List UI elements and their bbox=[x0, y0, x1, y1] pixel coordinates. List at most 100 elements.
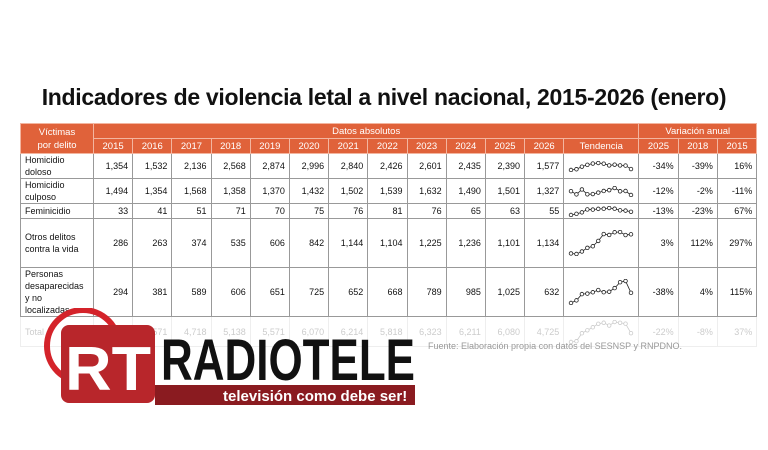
trend-point bbox=[579, 291, 585, 297]
trend-point bbox=[623, 162, 629, 168]
table-row: Homicidio culposo 1,494 1,354 1,568 1,358 1,3… bbox=[20, 178, 758, 204]
trend-point bbox=[623, 207, 629, 213]
trend-point bbox=[596, 206, 601, 211]
variation-cell: 67% bbox=[716, 203, 758, 219]
variation-header: Variación anual bbox=[638, 123, 758, 139]
value-cell: 1,532 bbox=[132, 153, 173, 179]
year-header: 2016 bbox=[132, 138, 173, 154]
value-cell: 2,435 bbox=[445, 153, 486, 179]
value-cell: 51 bbox=[171, 203, 212, 219]
trend-point bbox=[623, 188, 629, 193]
year-header: 2025 bbox=[484, 138, 526, 154]
row-label: Otros delitos contra la vida bbox=[20, 218, 94, 268]
variation-cell: -23% bbox=[677, 203, 718, 219]
trend-point bbox=[612, 206, 618, 211]
trend-point bbox=[618, 320, 623, 325]
variation-cell: 112% bbox=[677, 218, 718, 268]
trend-point bbox=[618, 280, 623, 285]
value-cell: 2,426 bbox=[367, 153, 408, 179]
value-cell: 2,840 bbox=[328, 153, 369, 179]
value-cell: 65 bbox=[445, 203, 486, 219]
value-cell: 33 bbox=[92, 203, 134, 219]
value-cell: 652 bbox=[328, 267, 369, 317]
value-cell: 2,996 bbox=[288, 153, 330, 179]
logo-brand: RADIOTELE bbox=[161, 328, 415, 393]
trend-point bbox=[623, 232, 629, 238]
trend-sparkline bbox=[563, 203, 640, 219]
trend-point bbox=[601, 290, 607, 295]
value-cell: 374 bbox=[171, 218, 212, 268]
trend-point bbox=[574, 338, 579, 343]
trend-point bbox=[569, 212, 574, 217]
value-cell: 1,327 bbox=[524, 178, 565, 204]
value-cell: 5,818 bbox=[367, 316, 408, 347]
trend-point bbox=[569, 188, 574, 193]
trend-point bbox=[618, 162, 623, 168]
value-cell: 1,134 bbox=[524, 218, 565, 268]
variation-cell: 4% bbox=[677, 267, 718, 317]
year-header: 2015 bbox=[92, 138, 134, 154]
year-header: 2023 bbox=[406, 138, 447, 154]
trend-point bbox=[601, 188, 607, 193]
source-note: Fuente: Elaboración propia con datos del… bbox=[428, 341, 682, 351]
trend-point bbox=[612, 230, 618, 235]
trend-point bbox=[618, 188, 623, 193]
variation-cell: 297% bbox=[716, 218, 758, 268]
trend-point bbox=[629, 192, 634, 197]
violence-indicators-table: Víctimas por delito Datos absolutos Vari… bbox=[20, 123, 758, 347]
value-cell: 606 bbox=[210, 267, 251, 317]
value-cell: 1,225 bbox=[406, 218, 447, 268]
logo-initials: RT bbox=[65, 335, 151, 404]
trend-point bbox=[585, 291, 590, 296]
year-header: 2019 bbox=[249, 138, 290, 154]
value-cell: 1,502 bbox=[328, 178, 369, 204]
value-cell: 6,211 bbox=[445, 316, 486, 347]
trend-point bbox=[574, 298, 579, 303]
value-cell: 1,236 bbox=[445, 218, 486, 268]
trend-point bbox=[585, 206, 590, 212]
year-header: 2022 bbox=[367, 138, 408, 154]
value-cell: 75 bbox=[288, 203, 330, 219]
year-header: 2024 bbox=[445, 138, 486, 154]
variation-cell: -34% bbox=[638, 153, 679, 179]
value-cell: 76 bbox=[328, 203, 369, 219]
trend-point bbox=[629, 209, 634, 214]
year-header: 2018 bbox=[210, 138, 251, 154]
variation-cell: -8% bbox=[677, 316, 718, 347]
value-cell: 1,101 bbox=[484, 218, 526, 268]
trend-sparkline bbox=[563, 153, 640, 179]
variation-cell: 37% bbox=[716, 316, 758, 347]
trend-sparkline bbox=[563, 218, 640, 268]
value-cell: 589 bbox=[171, 267, 212, 317]
variation-year-header: 2015 bbox=[716, 138, 758, 154]
value-cell: 1,104 bbox=[367, 218, 408, 268]
trend-point bbox=[612, 185, 618, 190]
value-cell: 71 bbox=[210, 203, 251, 219]
value-cell: 1,358 bbox=[210, 178, 251, 204]
trend-point bbox=[569, 167, 574, 172]
value-cell: 1,354 bbox=[132, 178, 173, 204]
trend-point bbox=[612, 161, 618, 167]
table-row: Otros delitos contra la vida 286 263 374 535… bbox=[20, 218, 758, 268]
trend-line bbox=[571, 321, 632, 342]
trend-point bbox=[590, 244, 596, 249]
trend-point bbox=[623, 320, 629, 326]
trend-point bbox=[618, 230, 623, 235]
value-cell: 2,874 bbox=[249, 153, 290, 179]
trend-point bbox=[585, 191, 590, 196]
page-title: Indicadores de violencia letal a nivel n… bbox=[41, 84, 727, 110]
year-header: 2021 bbox=[328, 138, 369, 154]
trend-point bbox=[596, 189, 601, 195]
value-cell: 2,136 bbox=[171, 153, 212, 179]
trend-point bbox=[574, 211, 579, 216]
radiotele-logo: RT RADIOTELE televisión como debe ser! bbox=[44, 308, 415, 405]
victims-header: Víctimas por delito bbox=[20, 123, 94, 154]
trend-point bbox=[585, 162, 590, 167]
trend-point bbox=[612, 319, 618, 324]
trend-point bbox=[585, 245, 590, 251]
value-cell: 1,568 bbox=[171, 178, 212, 204]
variation-cell: -11% bbox=[716, 178, 758, 204]
value-cell: 4,718 bbox=[171, 316, 212, 347]
variation-cell: -38% bbox=[638, 267, 679, 317]
variation-cell: 115% bbox=[716, 267, 758, 317]
